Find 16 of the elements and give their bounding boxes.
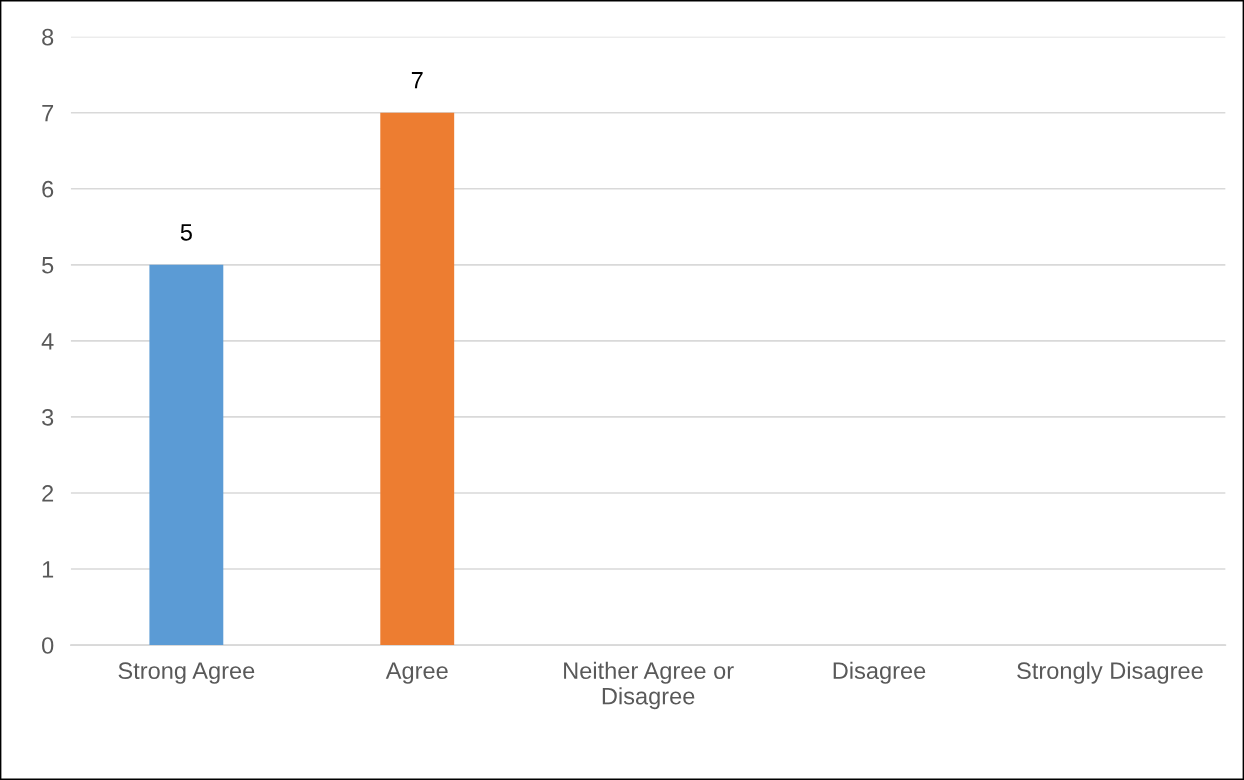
data-label: 5	[180, 224, 192, 241]
x-tick-label: Disagree	[833, 661, 926, 684]
x-tick-label: Strongly Disagree	[1017, 661, 1203, 684]
y-tick-label: 8	[42, 28, 54, 46]
x-tick-label: Neither Agree or Disagree	[564, 661, 734, 710]
y-tick-label: 4	[41, 333, 54, 350]
x-tick-label: Strong Agree	[118, 662, 255, 684]
data-label: 7	[411, 72, 423, 89]
y-tick-label: 6	[42, 180, 54, 198]
x-tick-label: Agree	[385, 662, 448, 684]
y-tick-label: 7	[42, 105, 54, 122]
y-tick-label: 0	[42, 637, 54, 654]
y-tick-label: 5	[42, 257, 54, 274]
y-tick-label: 3	[42, 408, 54, 426]
y-tick-label: 2	[42, 485, 54, 502]
y-tick-label: 1	[42, 561, 54, 578]
